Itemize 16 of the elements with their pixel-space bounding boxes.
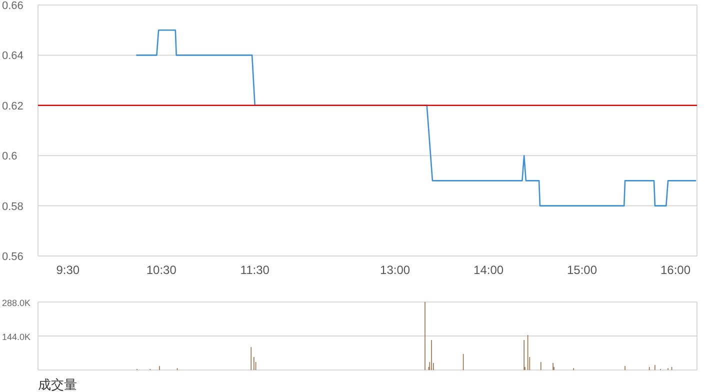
y-tick-label: 0.58 <box>2 200 24 213</box>
x-tick-label: 10:30 <box>146 263 177 277</box>
x-tick-label: 11:30 <box>240 263 270 277</box>
x-tick-label: 13:00 <box>380 263 410 277</box>
y-tick-label: 288.0K <box>2 298 31 308</box>
x-tick-label: 15:00 <box>567 263 598 277</box>
x-axis-title: 成交量 <box>38 377 77 392</box>
y-tick-label: 0.64 <box>2 50 24 62</box>
y-tick-label: 0.6 <box>2 150 18 163</box>
y-tick-label: 144.0K <box>2 332 31 342</box>
y-tick-label: 0.62 <box>2 100 24 112</box>
x-tick-label: 14:00 <box>474 263 504 277</box>
y-tick-label: 0.56 <box>2 251 24 263</box>
y-tick-label: 0.66 <box>2 0 24 12</box>
x-tick-label: 16:00 <box>660 263 691 277</box>
x-tick-label: 9:30 <box>56 263 80 277</box>
